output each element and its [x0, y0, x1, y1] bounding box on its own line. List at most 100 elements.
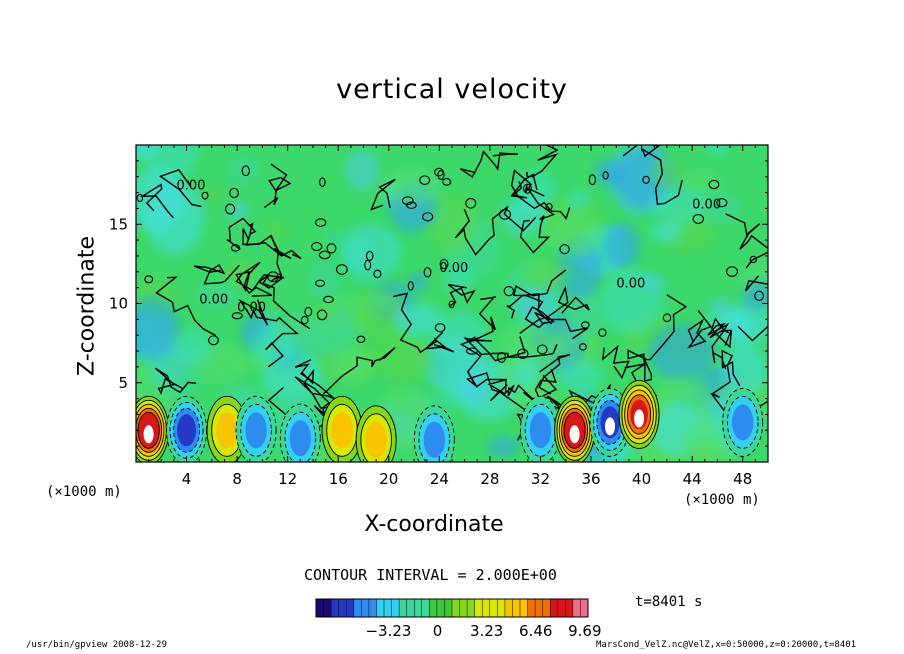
contour-loop	[523, 183, 532, 194]
contour-loop	[642, 175, 650, 184]
contour-loop	[545, 202, 553, 211]
x-tick-label: 16	[329, 470, 348, 488]
velocity-cells	[136, 380, 764, 462]
contour-line	[370, 178, 396, 211]
colorbar-swatch	[527, 599, 536, 617]
time-label: t=8401 s	[635, 594, 703, 610]
downdraft-cell	[289, 420, 311, 457]
colorbar-swatch	[376, 599, 385, 617]
field-patch	[308, 261, 340, 301]
colorbar-swatch	[474, 599, 483, 617]
contour-line	[504, 380, 536, 402]
contour-lines: 0.00 0.00 0.00 0.00 0.00 0.00	[136, 145, 768, 441]
contour-loop	[136, 193, 144, 203]
contour-line	[627, 294, 688, 382]
contour-loop	[231, 312, 243, 320]
contour-loop	[315, 279, 326, 287]
contour-loop	[559, 244, 570, 255]
field-patch	[326, 228, 347, 246]
contour-line	[513, 269, 567, 325]
colorbar-swatch	[399, 599, 408, 617]
contour-loop	[465, 197, 477, 209]
contour-loop	[442, 177, 452, 186]
colorbar: −3.23 0 3.23 6.46 9.69	[315, 598, 602, 640]
plot-area: 0.00 0.00 0.00 0.00 0.00 0.00	[136, 145, 768, 462]
colorbar-tick-label: 9.69	[568, 622, 601, 640]
contour-loop	[326, 243, 337, 254]
contour-loop	[323, 295, 334, 304]
field-patch	[374, 333, 432, 384]
contour-loop	[598, 328, 607, 337]
field-patch	[136, 297, 180, 359]
contour-loop	[319, 177, 326, 188]
contour-line	[154, 367, 197, 395]
contour-line	[506, 293, 540, 319]
contour-label: 0.00	[237, 300, 266, 315]
contour-label: 0.00	[199, 293, 228, 308]
contour-loop	[497, 351, 507, 363]
contour-loop	[304, 306, 313, 317]
field-patch	[393, 302, 445, 337]
contour-line	[459, 336, 507, 395]
contour-line	[602, 344, 630, 380]
contour-loop	[749, 255, 758, 264]
x-tick-label: 36	[581, 470, 600, 488]
contour-loop	[406, 201, 417, 209]
downdraft-cell	[177, 414, 197, 447]
colorbar-swatch	[414, 599, 423, 617]
x-axis-label: X-coordinate	[364, 512, 504, 537]
colorbar-swatch	[444, 599, 453, 617]
contour-line	[725, 213, 768, 269]
colorbar-swatch	[406, 599, 415, 617]
contour-loop	[230, 244, 241, 252]
contour-loop	[434, 323, 446, 333]
contour-loop	[336, 264, 348, 275]
x-tick-label: 40	[632, 470, 651, 488]
field-patch	[345, 149, 380, 191]
footer-program-date: /usr/bin/gpview 2008-12-29	[26, 640, 167, 650]
contour-loop	[422, 212, 434, 222]
colorbar-swatch	[452, 599, 461, 617]
downdraft-cell	[529, 412, 552, 449]
colorbar-swatch	[565, 599, 574, 617]
contour-loop	[439, 258, 449, 270]
y-tick-label: 10	[109, 295, 128, 313]
contour-line	[447, 283, 476, 307]
colorbar-swatch	[361, 599, 370, 617]
colorbar-swatch	[489, 599, 498, 617]
contour-line	[235, 261, 285, 297]
colorbar-swatch	[504, 599, 513, 617]
field-patch	[226, 201, 250, 221]
field-patch	[352, 289, 408, 343]
colorbar-swatch	[497, 599, 506, 617]
contour-loop	[725, 266, 738, 277]
colorbar-swatch	[580, 599, 589, 617]
contour-label: 0.00	[616, 277, 645, 292]
contour-line	[460, 150, 519, 178]
field-patch	[521, 257, 571, 289]
x-tick-label: 12	[278, 470, 297, 488]
contour-loop	[208, 335, 219, 346]
field-patch	[706, 145, 730, 156]
colorbar-swatch	[550, 599, 559, 617]
contour-loop	[311, 242, 323, 252]
colorbar-swatch	[459, 599, 468, 617]
field-patch	[594, 159, 626, 187]
colorbar-tick-label: 6.46	[519, 622, 552, 640]
contour-line	[737, 275, 768, 342]
field-patch	[639, 274, 667, 292]
colorbar-tick-label: 0	[433, 622, 443, 640]
colorbar-swatch	[512, 599, 521, 617]
field-patch	[515, 284, 560, 325]
colorbar-swatch	[353, 599, 362, 617]
colorbar-swatch	[535, 599, 544, 617]
updraft-cell	[365, 421, 387, 458]
contour-loop	[316, 309, 328, 321]
contour-loop	[708, 179, 720, 190]
contour-line	[687, 309, 712, 349]
contour-loop	[300, 315, 309, 325]
field-patch	[651, 221, 683, 243]
contour-loop	[365, 250, 374, 261]
